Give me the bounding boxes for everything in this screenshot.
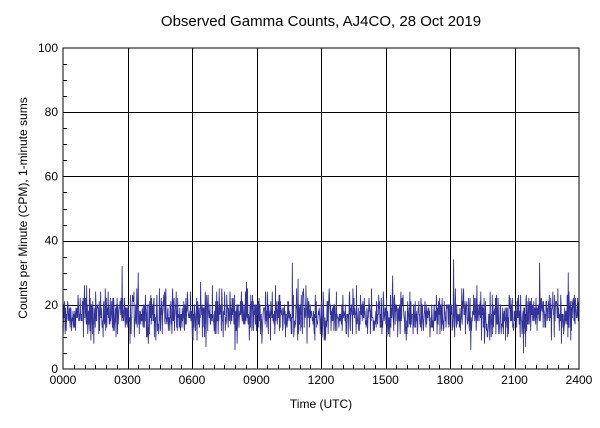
chart-grid [63, 48, 579, 369]
series-group [62, 259, 580, 354]
y-tick-label: 20 [45, 298, 59, 312]
x-tick-label: 0900 [243, 373, 270, 387]
x-tick-label: 0300 [114, 373, 141, 387]
y-tick-label: 80 [45, 105, 59, 119]
x-axis-ticks: 0000 0300 0600 0900 1200 1500 1800 2100 2400 [50, 365, 593, 387]
x-axis-label: Time (UTC) [290, 397, 352, 411]
x-tick-label: 2100 [501, 373, 528, 387]
x-tick-label: 1500 [372, 373, 399, 387]
plot-frame [62, 47, 580, 370]
x-tick-label: 0600 [179, 373, 206, 387]
y-axis-label: Counts per Minute (CPM), 1-minute sums [16, 97, 30, 318]
y-tick-label: 100 [38, 41, 58, 55]
x-tick-label: 1800 [437, 373, 464, 387]
series-line-cpm [62, 259, 580, 354]
y-tick-label: 0 [51, 362, 58, 376]
x-tick-label: 1200 [308, 373, 335, 387]
y-tick-label: 60 [45, 169, 59, 183]
chart-title: Observed Gamma Counts, AJ4CO, 28 Oct 201… [161, 13, 481, 30]
x-tick-label: 0000 [50, 373, 77, 387]
y-axis-ticks: 0 20 40 60 80 100 [38, 41, 67, 376]
y-tick-label: 40 [45, 234, 59, 248]
x-tick-label: 2400 [566, 373, 593, 387]
